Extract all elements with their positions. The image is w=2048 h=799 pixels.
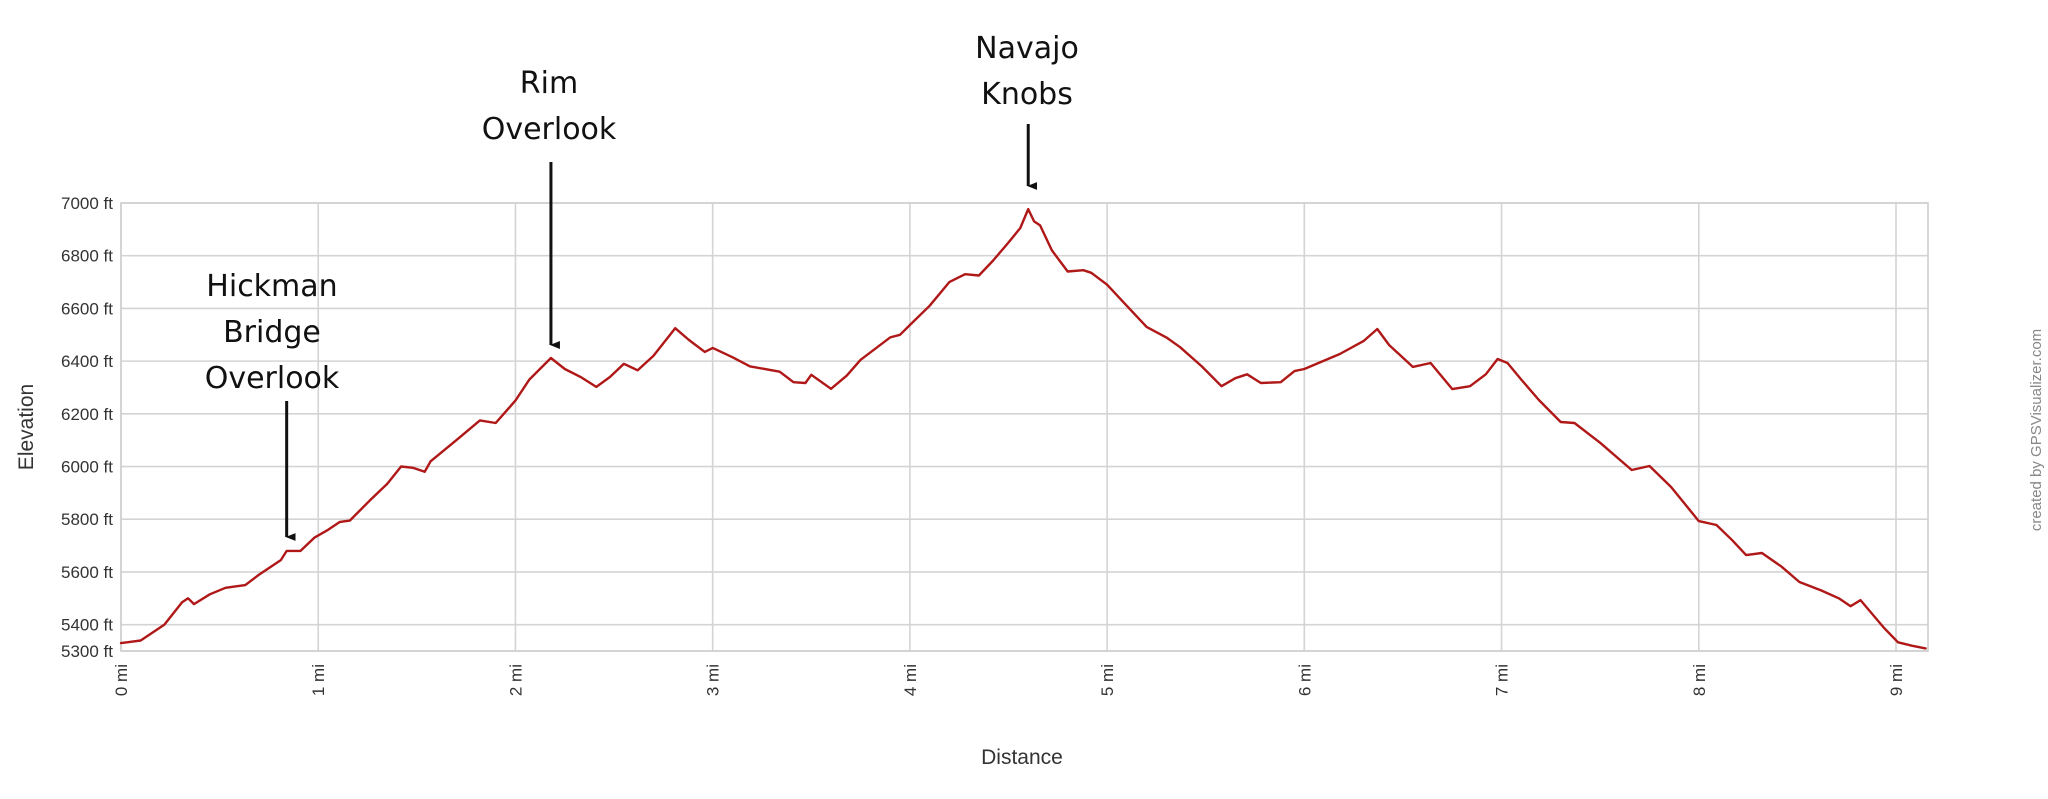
annotation-label: Overlook <box>482 112 617 147</box>
x-tick-label: 2 mi <box>506 664 525 696</box>
annotation-label: Hickman <box>206 269 337 304</box>
x-axis-ticks: 0 mi 1 mi 2 mi 3 mi 4 mi 5 mi 6 mi 7 mi 8 mi 9 mi <box>112 664 1906 696</box>
annotation-label: Navajo <box>975 31 1079 66</box>
annotation-hickman-bridge-overlook: Hickman Bridge Overlook <box>205 269 340 541</box>
x-tick-label: 4 mi <box>901 664 920 696</box>
annotation-label: Bridge <box>223 315 321 350</box>
y-axis-ticks: 5300 ft 5400 ft 5600 ft 5800 ft 6000 ft 6200 … <box>61 194 113 661</box>
plot-border <box>120 202 1929 652</box>
annotation-label: Rim <box>520 66 578 101</box>
x-tick-label: 3 mi <box>704 664 723 696</box>
x-tick-label: 8 mi <box>1690 664 1709 696</box>
x-tick-label: 7 mi <box>1493 664 1512 696</box>
x-axis-title: Distance <box>981 746 1063 769</box>
x-tick-label: 0 mi <box>112 664 131 696</box>
y-tick-label: 5300 ft <box>61 642 113 661</box>
watermark: created by GPSVisualizer.com <box>2028 329 2045 531</box>
elevation-series <box>119 207 1927 650</box>
waypoint-annotations: Hickman Bridge Overlook Rim Overlook Navajo Kn… <box>205 31 1079 541</box>
y-tick-label: 7000 ft <box>61 194 113 213</box>
y-tick-label: 6000 ft <box>61 458 113 477</box>
y-tick-label: 6400 ft <box>61 352 113 371</box>
y-tick-label: 6800 ft <box>61 247 113 266</box>
plot-frame <box>120 202 1929 652</box>
y-tick-label: 5600 ft <box>61 563 113 582</box>
x-tick-label: 9 mi <box>1887 664 1906 696</box>
y-tick-label: 5400 ft <box>61 616 113 635</box>
y-tick-label: 6200 ft <box>61 405 113 424</box>
elevation-line <box>119 207 1927 650</box>
y-axis-title: Elevation <box>15 384 38 470</box>
annotation-rim-overlook: Rim Overlook <box>482 66 617 349</box>
annotation-label: Knobs <box>981 77 1073 112</box>
x-tick-label: 1 mi <box>309 664 328 696</box>
grid-lines <box>120 202 1928 652</box>
x-tick-label: 6 mi <box>1295 664 1314 696</box>
x-tick-label: 5 mi <box>1098 664 1117 696</box>
y-tick-label: 5800 ft <box>61 510 113 529</box>
annotation-navajo-knobs: Navajo Knobs <box>975 31 1079 190</box>
annotation-label: Overlook <box>205 361 340 396</box>
y-tick-label: 6600 ft <box>61 299 113 318</box>
